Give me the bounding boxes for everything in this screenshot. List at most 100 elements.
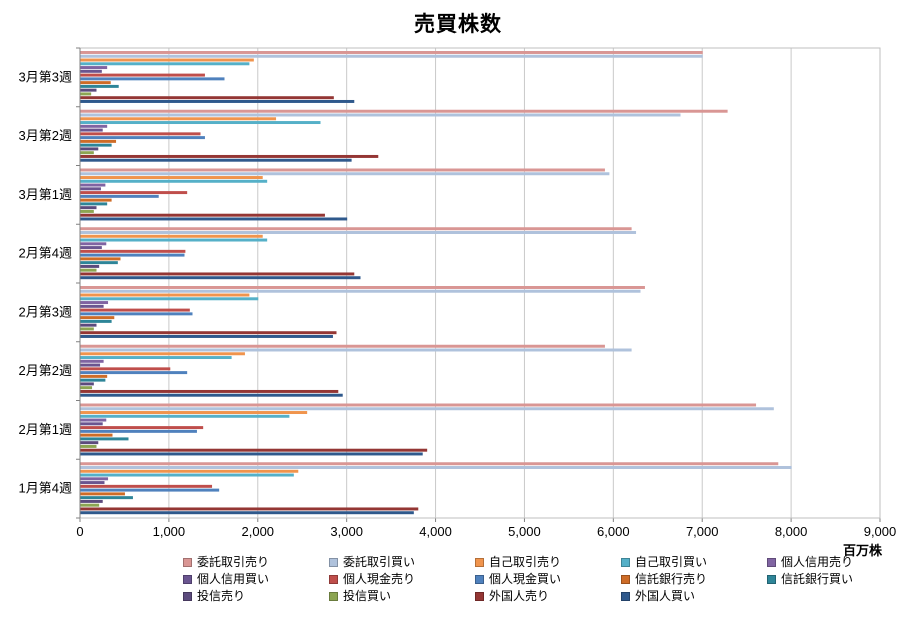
x-tick-label: 6,000 (597, 524, 630, 539)
legend-label: 外国人売り (489, 589, 550, 603)
bar (80, 444, 97, 448)
x-tick-label: 4,000 (419, 524, 452, 539)
legend-item: 委託取引売り (183, 556, 329, 569)
bar (80, 344, 605, 348)
bar (80, 289, 641, 293)
legend-label: 投信売り (197, 589, 246, 603)
bar (80, 202, 108, 206)
bar (80, 496, 133, 500)
bar (80, 139, 117, 143)
bar (80, 121, 321, 125)
legend-item: 委託取引買い (329, 556, 475, 569)
bar (80, 151, 94, 155)
bar (80, 238, 268, 242)
x-tick-label: 2,000 (242, 524, 275, 539)
bar (80, 58, 254, 62)
bar (80, 411, 308, 415)
bar (80, 213, 325, 217)
legend: 委託取引売り 委託取引買い 自己取引売り 自己取引買い 個人信用売り個人信用買い 個人現金… (183, 556, 913, 603)
bar (80, 62, 250, 66)
x-tick-label: 0 (76, 524, 83, 539)
bar (80, 407, 774, 411)
bar (80, 488, 220, 492)
legend-item: 投信売り (183, 590, 329, 603)
legend-item: 個人現金売り (329, 573, 475, 586)
bar (80, 469, 299, 473)
legend-swatch-icon (621, 592, 630, 601)
bar (80, 473, 294, 477)
legend-item: 信託銀行売り (621, 573, 767, 586)
bar (80, 54, 703, 58)
x-tick-label: 1,000 (153, 524, 186, 539)
bar (80, 136, 205, 140)
bar (80, 308, 190, 312)
legend-label: 自己取引買い (635, 555, 708, 569)
y-category-label: 2月第3週 (19, 304, 72, 319)
legend-swatch-icon (475, 575, 484, 584)
bar (80, 227, 632, 231)
bar (80, 359, 104, 363)
bar (80, 132, 201, 136)
legend-item: 自己取引売り (475, 556, 621, 569)
y-category-label: 2月第1週 (19, 422, 72, 437)
bar (80, 113, 681, 117)
bar (80, 268, 97, 272)
bar (80, 426, 204, 430)
y-category-label: 1月第4週 (19, 481, 72, 496)
bar (80, 297, 259, 301)
bar (80, 234, 263, 238)
bar (80, 69, 102, 73)
bar (80, 389, 339, 393)
bar (80, 191, 188, 195)
bar (80, 429, 197, 433)
legend-item: 投信買い (329, 590, 475, 603)
legend-item: 個人信用売り (767, 556, 913, 569)
bar (80, 374, 108, 378)
legend-label: 個人信用売り (781, 555, 854, 569)
bar (80, 147, 99, 151)
bar (80, 348, 632, 352)
legend-label: 自己取引売り (489, 555, 562, 569)
bar (80, 507, 419, 511)
bar (80, 462, 779, 466)
y-category-label: 2月第2週 (19, 363, 72, 378)
bar (80, 81, 111, 85)
bar (80, 481, 105, 485)
bar (80, 484, 213, 488)
legend-label: 投信買い (343, 589, 392, 603)
y-category-label: 3月第2週 (19, 128, 72, 143)
bar (80, 414, 290, 418)
x-axis-unit-label: 百万株 (842, 543, 882, 558)
bar (80, 73, 205, 77)
bar (80, 477, 109, 481)
legend-item: 外国人買い (621, 590, 767, 603)
bar (80, 128, 103, 132)
bar (80, 499, 103, 503)
bar (80, 393, 343, 397)
bar (80, 452, 423, 456)
bar (80, 109, 728, 113)
bar (80, 334, 333, 338)
bar (80, 466, 792, 469)
legend-swatch-icon (475, 558, 484, 567)
bar (80, 88, 97, 92)
bar (80, 363, 101, 367)
bar (80, 378, 106, 382)
x-tick-label: 5,000 (508, 524, 541, 539)
legend-label: 個人現金売り (343, 572, 416, 586)
legend-item: 個人信用買い (183, 573, 329, 586)
legend-label: 信託銀行買い (781, 572, 854, 586)
bar (80, 286, 645, 289)
bar (80, 246, 102, 250)
bar (80, 187, 101, 191)
bar (80, 158, 352, 162)
bar (80, 422, 103, 426)
bar (80, 92, 92, 96)
bar (80, 96, 334, 100)
bar (80, 77, 225, 81)
legend-swatch-icon (475, 592, 484, 601)
bar (80, 179, 268, 183)
bar (80, 293, 250, 297)
bar (80, 272, 355, 276)
bar (80, 327, 94, 331)
